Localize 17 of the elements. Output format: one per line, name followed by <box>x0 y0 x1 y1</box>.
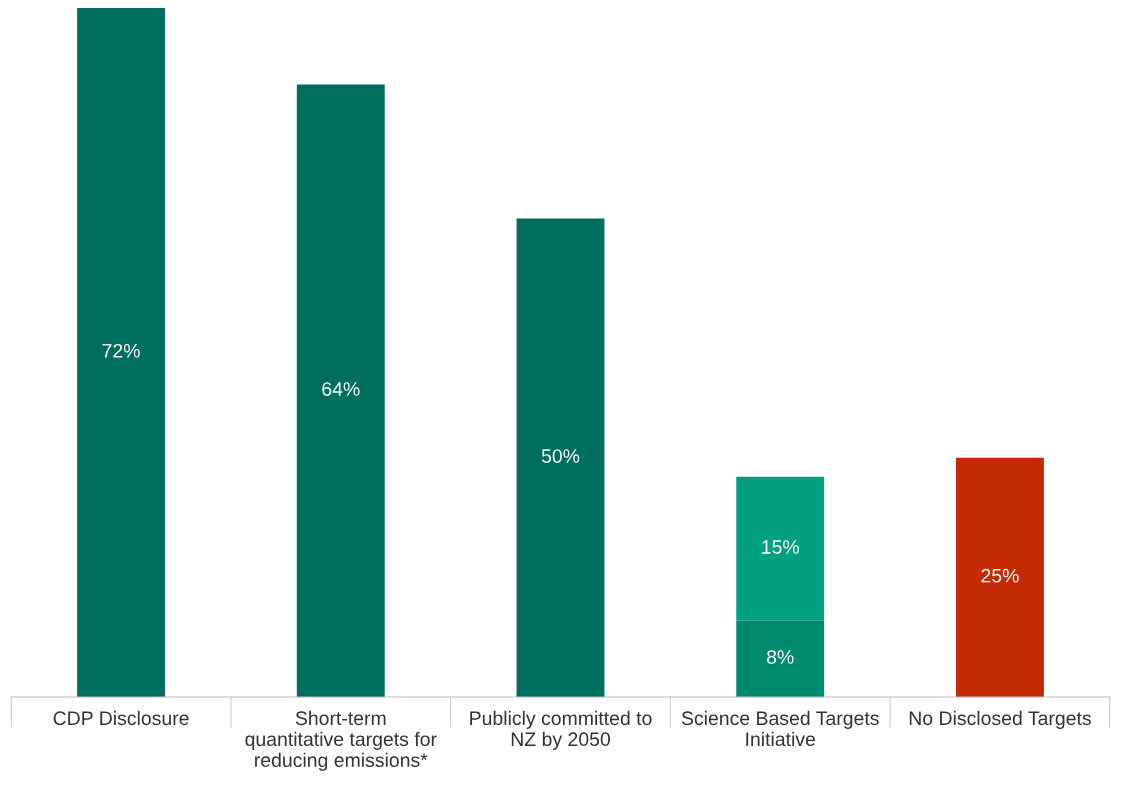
bar <box>736 620 825 697</box>
data-label: 25% <box>981 568 1019 583</box>
x-tick-label: CDP Disclosure <box>53 710 189 726</box>
bar <box>736 476 825 621</box>
bar <box>516 218 605 697</box>
x-tick-label: Publicly committed to NZ by 2050 <box>470 710 652 750</box>
x-tick-label: Science Based Targets Initiative <box>681 710 879 747</box>
data-label: 50% <box>541 449 580 463</box>
bar <box>296 84 385 697</box>
x-tick-label: Short-term quantitative targets for reducing emissions* <box>245 710 437 771</box>
bar <box>77 7 166 697</box>
bar <box>955 457 1044 697</box>
data-label: 15% <box>762 540 799 554</box>
data-label: 72% <box>102 343 140 358</box>
data-label: 64% <box>322 382 360 396</box>
data-label: 8% <box>767 650 794 664</box>
x-tick-label: No Disclosed Targets <box>909 710 1091 729</box>
